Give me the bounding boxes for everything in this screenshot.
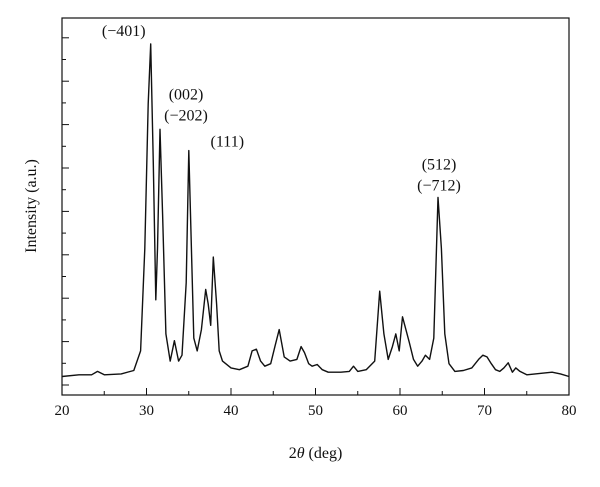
x-axis-label-suffix: (deg): [305, 445, 343, 462]
x-axis-label: 2θ (deg): [289, 445, 343, 462]
peak-label: (−202): [164, 107, 208, 124]
x-tick-label: 40: [224, 403, 239, 419]
x-axis-ticks: [61, 388, 570, 395]
x-tick-label: 80: [562, 403, 577, 419]
peak-label: (−401): [102, 23, 146, 40]
peak-label: (111): [211, 134, 244, 151]
peak-label: (512): [422, 156, 457, 173]
x-tick-label: 20: [55, 403, 70, 419]
x-tick-label: 70: [477, 403, 492, 419]
y-axis-ticks: [62, 37, 69, 386]
x-tick-label: 60: [393, 403, 408, 419]
x-tick-label: 50: [308, 403, 323, 419]
x-axis-label-prefix: 2: [289, 445, 297, 462]
x-axis-tick-labels: 20 30 40 50 60 70 80: [55, 403, 577, 419]
y-axis-label: Intensity (a.u.): [23, 159, 40, 253]
peak-label: (002): [169, 86, 204, 103]
peak-annotations: (−401) (002) (−202)(111) (512) (−712): [102, 23, 461, 194]
xrd-pattern-line: [61, 43, 570, 378]
x-axis-label-theta: θ: [297, 445, 305, 462]
peak-label: (−712): [417, 177, 461, 194]
plot-area-frame: [61, 17, 570, 396]
x-tick-label: 30: [139, 403, 154, 419]
